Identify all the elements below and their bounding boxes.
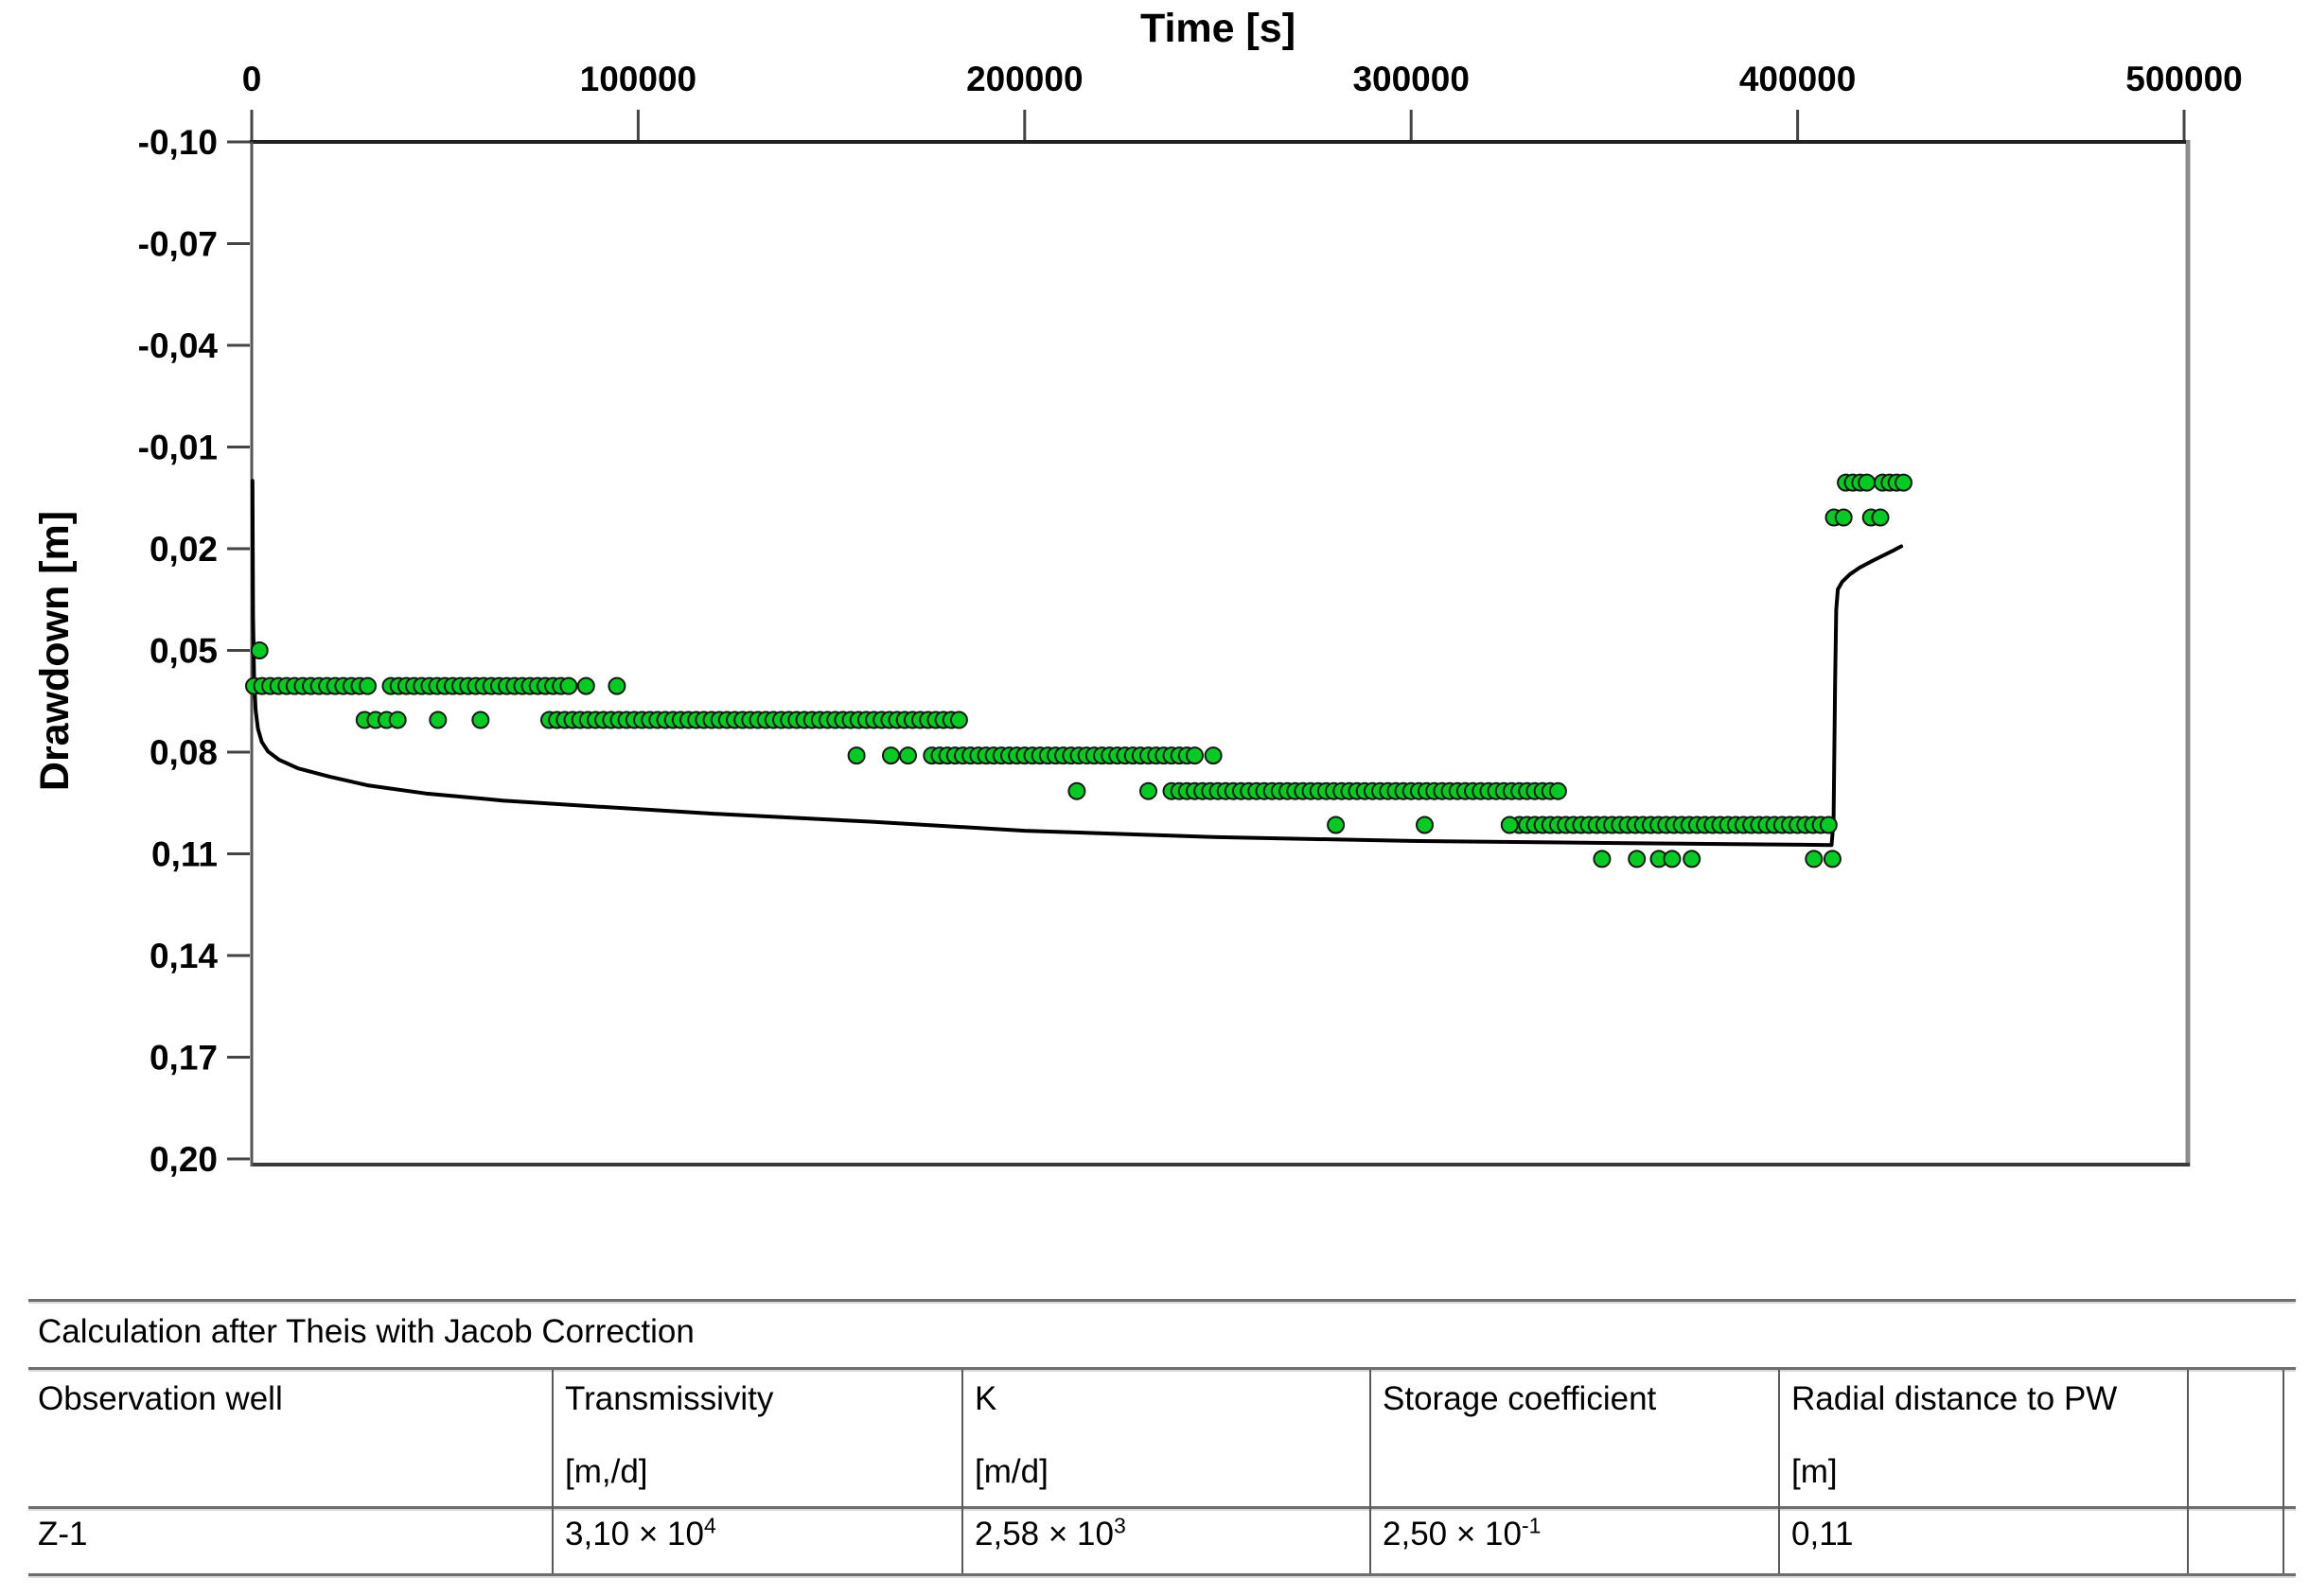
col-header-storage-coefficient: Storage coefficient	[1383, 1380, 1657, 1417]
y-tick-label: 0,05	[150, 632, 218, 671]
data-point	[559, 676, 578, 695]
data-point	[1834, 508, 1853, 527]
data-point	[1628, 850, 1647, 868]
well-name-value: Z-1	[38, 1516, 88, 1552]
data-point	[1067, 781, 1086, 800]
data-point	[1805, 850, 1824, 868]
x-tick-label: 200000	[966, 60, 1083, 98]
x-tick-label: 400000	[1739, 60, 1856, 98]
y-axis-title: Drawdown [m]	[32, 511, 78, 791]
col-header-k: K	[975, 1380, 997, 1417]
data-point	[847, 746, 866, 765]
col-unit-k: [m/d]	[975, 1453, 1049, 1490]
data-point	[250, 641, 269, 659]
x-tick-label: 0	[242, 60, 262, 98]
table-divider	[961, 1370, 963, 1573]
y-tick-label: 0,17	[150, 1039, 218, 1078]
col-unit-radial-distance: [m]	[1791, 1453, 1838, 1490]
storage-coefficient-value: 2,50 × 10-1	[1383, 1513, 1542, 1552]
x-tick-label: 300000	[1352, 60, 1469, 98]
y-tick-label: 0,14	[150, 937, 218, 975]
table-title: Calculation after Theis with Jacob Corre…	[38, 1313, 695, 1350]
table-divider	[552, 1370, 554, 1573]
table-divider	[1778, 1370, 1780, 1573]
y-tick-label: -0,07	[138, 225, 218, 264]
col-header-observation-well: Observation well	[38, 1380, 283, 1417]
y-tick-label: -0,04	[138, 326, 219, 365]
table-divider	[2283, 1370, 2284, 1573]
data-point	[576, 676, 595, 695]
theis-fitted-curve	[250, 479, 1904, 848]
table-divider	[2187, 1370, 2189, 1573]
data-point	[899, 746, 917, 765]
transmissivity-value: 3,10 × 104	[565, 1513, 716, 1552]
table-rule-under-header	[28, 1506, 2296, 1511]
data-point	[1186, 746, 1204, 765]
table-rule-under-title	[28, 1367, 2296, 1372]
data-point	[1327, 816, 1346, 834]
radial-distance-value: 0,11	[1791, 1516, 1854, 1552]
y-tick-label: -0,10	[138, 123, 218, 162]
x-tick-label: 500000	[2125, 60, 2242, 98]
data-point	[949, 710, 968, 729]
y-tick-label: 0,20	[150, 1140, 218, 1179]
table-rule-bottom	[28, 1573, 2296, 1578]
x-axis-title: Time [s]	[1140, 6, 1296, 51]
data-point	[471, 710, 490, 729]
data-point	[1871, 508, 1890, 527]
data-point	[1204, 746, 1223, 765]
data-point	[388, 710, 407, 729]
data-point	[1593, 850, 1612, 868]
data-point	[608, 676, 626, 695]
data-point	[429, 710, 448, 729]
drawdown-time-chart: 0 100000 200000 300000 400000 500000 -0,10 -0,0…	[32, 6, 2243, 1179]
x-tick-label: 100000	[580, 60, 696, 98]
y-tick-label: 0,02	[150, 530, 218, 569]
data-point	[1895, 473, 1912, 492]
data-point	[1663, 850, 1682, 868]
data-point	[1548, 781, 1567, 800]
y-tick-label: 0,11	[151, 835, 218, 874]
data-point	[359, 676, 377, 695]
data-point	[1416, 816, 1434, 834]
col-header-radial-distance: Radial distance to PW	[1791, 1380, 2118, 1417]
data-point	[1683, 850, 1701, 868]
y-tick-label: -0,01	[138, 429, 218, 467]
data-point	[1819, 816, 1838, 834]
col-unit-transmissivity: [m,/d]	[565, 1453, 648, 1490]
data-point	[1500, 816, 1519, 834]
col-header-transmissivity: Transmissivity	[565, 1380, 774, 1417]
y-tick-label: 0,08	[150, 733, 218, 772]
k-value: 2,58 × 103	[975, 1513, 1126, 1552]
data-point	[1139, 781, 1157, 800]
table-divider	[1369, 1370, 1371, 1573]
table-rule-top	[28, 1299, 2296, 1304]
data-point	[1823, 850, 1842, 868]
